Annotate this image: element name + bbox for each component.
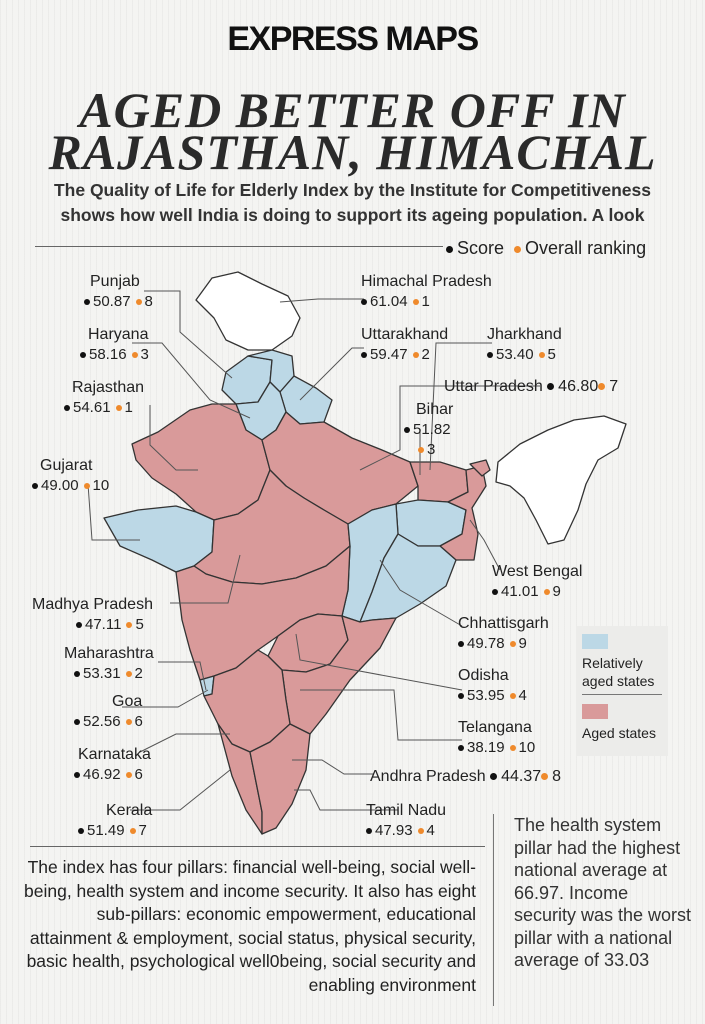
label-karnataka: Karnataka 46.92 6 — [74, 745, 151, 785]
headline-line-2: RAJASTHAN, HIMACHAL — [48, 124, 657, 180]
label-haryana: Haryana 58.16 3 — [80, 325, 149, 365]
label-goa: Goa 52.56 6 — [74, 692, 143, 732]
subtitle: The Quality of Life for Elderly Index by… — [53, 180, 652, 225]
label-odisha: Odisha 53.95 4 — [458, 667, 527, 704]
ranking-dot-icon — [514, 245, 522, 253]
odisha-region — [359, 533, 457, 623]
sikkim-region — [469, 459, 491, 477]
score-dot-icon — [446, 245, 453, 253]
northeast-region — [495, 415, 627, 545]
tamil-nadu-region — [249, 723, 311, 835]
header-divider — [35, 246, 443, 247]
label-maharashtra: Maharashtra 53.31 2 — [64, 645, 154, 682]
relatively-aged-swatch — [582, 634, 608, 649]
leader-lines — [87, 290, 540, 811]
label-punjab: Punjab 50.87 8 — [84, 272, 153, 312]
label-telangana: Telangana 38.19 10 — [458, 719, 536, 756]
bottom-divider — [30, 846, 485, 847]
label-rajasthan: Rajasthan 54.61 1 — [64, 378, 144, 418]
relatively-aged-label: Relatively aged states — [582, 655, 655, 689]
label-chhattisgarh: Chhattisgarh 49.78 9 — [458, 615, 549, 652]
aged-swatch — [582, 704, 608, 719]
color-key: Relatively aged states Aged states — [576, 626, 668, 756]
label-tamil-nadu: Tamil Nadu 47.93 4 — [366, 802, 447, 839]
express-maps-logo: EXPRESS MAPS — [227, 20, 479, 58]
aged-label: Aged states — [582, 725, 656, 741]
label-uttarakhand: Uttarakhand 59.47 2 — [361, 326, 449, 363]
label-jharkhand: Jharkhand 53.40 5 — [487, 326, 562, 363]
vertical-divider — [493, 814, 494, 1006]
jammu-kashmir-region — [195, 271, 301, 351]
health-note: The health system pillar had the highest… — [514, 815, 692, 970]
gujarat-region — [103, 505, 215, 573]
label-andhra-pradesh: Andhra Pradesh 44.37 8 — [370, 768, 562, 785]
key-divider — [582, 694, 662, 695]
label-himachal-pradesh: Himachal Pradesh 61.04 1 — [361, 273, 492, 310]
label-kerala: Kerala 51.49 7 — [78, 801, 152, 841]
headline-line-1: AGED BETTER OFF IN — [79, 82, 626, 138]
legend: Score Overall ranking — [446, 238, 646, 259]
label-uttar-pradesh: Uttar Pradesh 46.80 7 — [444, 378, 619, 395]
label-bihar: Bihar 51.82 3 — [404, 400, 453, 460]
label-gujarat: Gujarat 49.00 10 — [32, 456, 109, 496]
label-west-bengal: West Bengal 41.01 9 — [492, 563, 583, 600]
label-madhya-pradesh: Madhya Pradesh 47.11 5 — [32, 596, 153, 633]
pillars-note: The index has four pillars: financial we… — [24, 857, 477, 995]
